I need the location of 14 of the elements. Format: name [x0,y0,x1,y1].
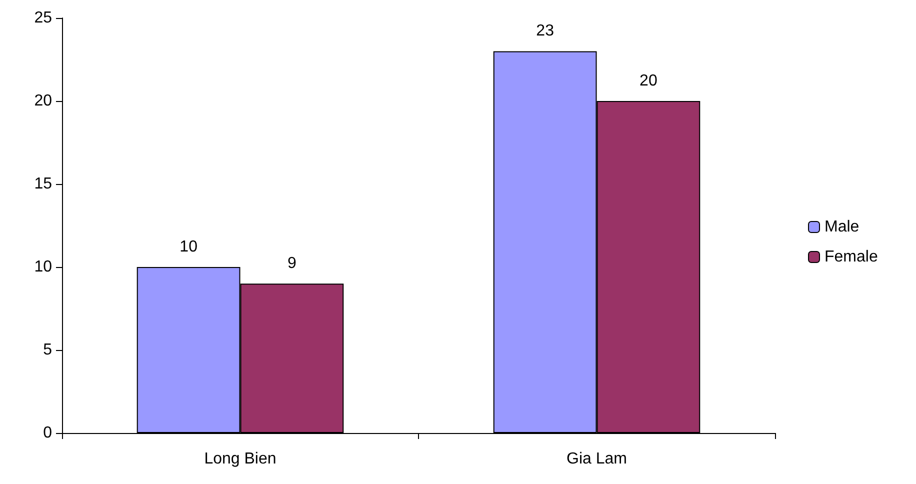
y-tick-label: 15 [34,176,52,192]
data-label: 20 [640,72,658,90]
data-label: 9 [287,255,296,272]
y-tick-label: 10 [34,258,52,276]
x-tick-label: Gia Lam [566,450,627,468]
y-tick-label: 25 [34,10,52,26]
y-tick-label: 5 [43,342,52,358]
x-tick-label: Long Bien [204,450,276,468]
legend-label: Female [824,248,878,266]
data-label: 23 [536,22,554,40]
y-tick-label: 20 [34,92,52,110]
data-label: 10 [180,238,198,256]
legend-label: Male [824,218,860,236]
y-tick-label: 0 [43,424,52,442]
